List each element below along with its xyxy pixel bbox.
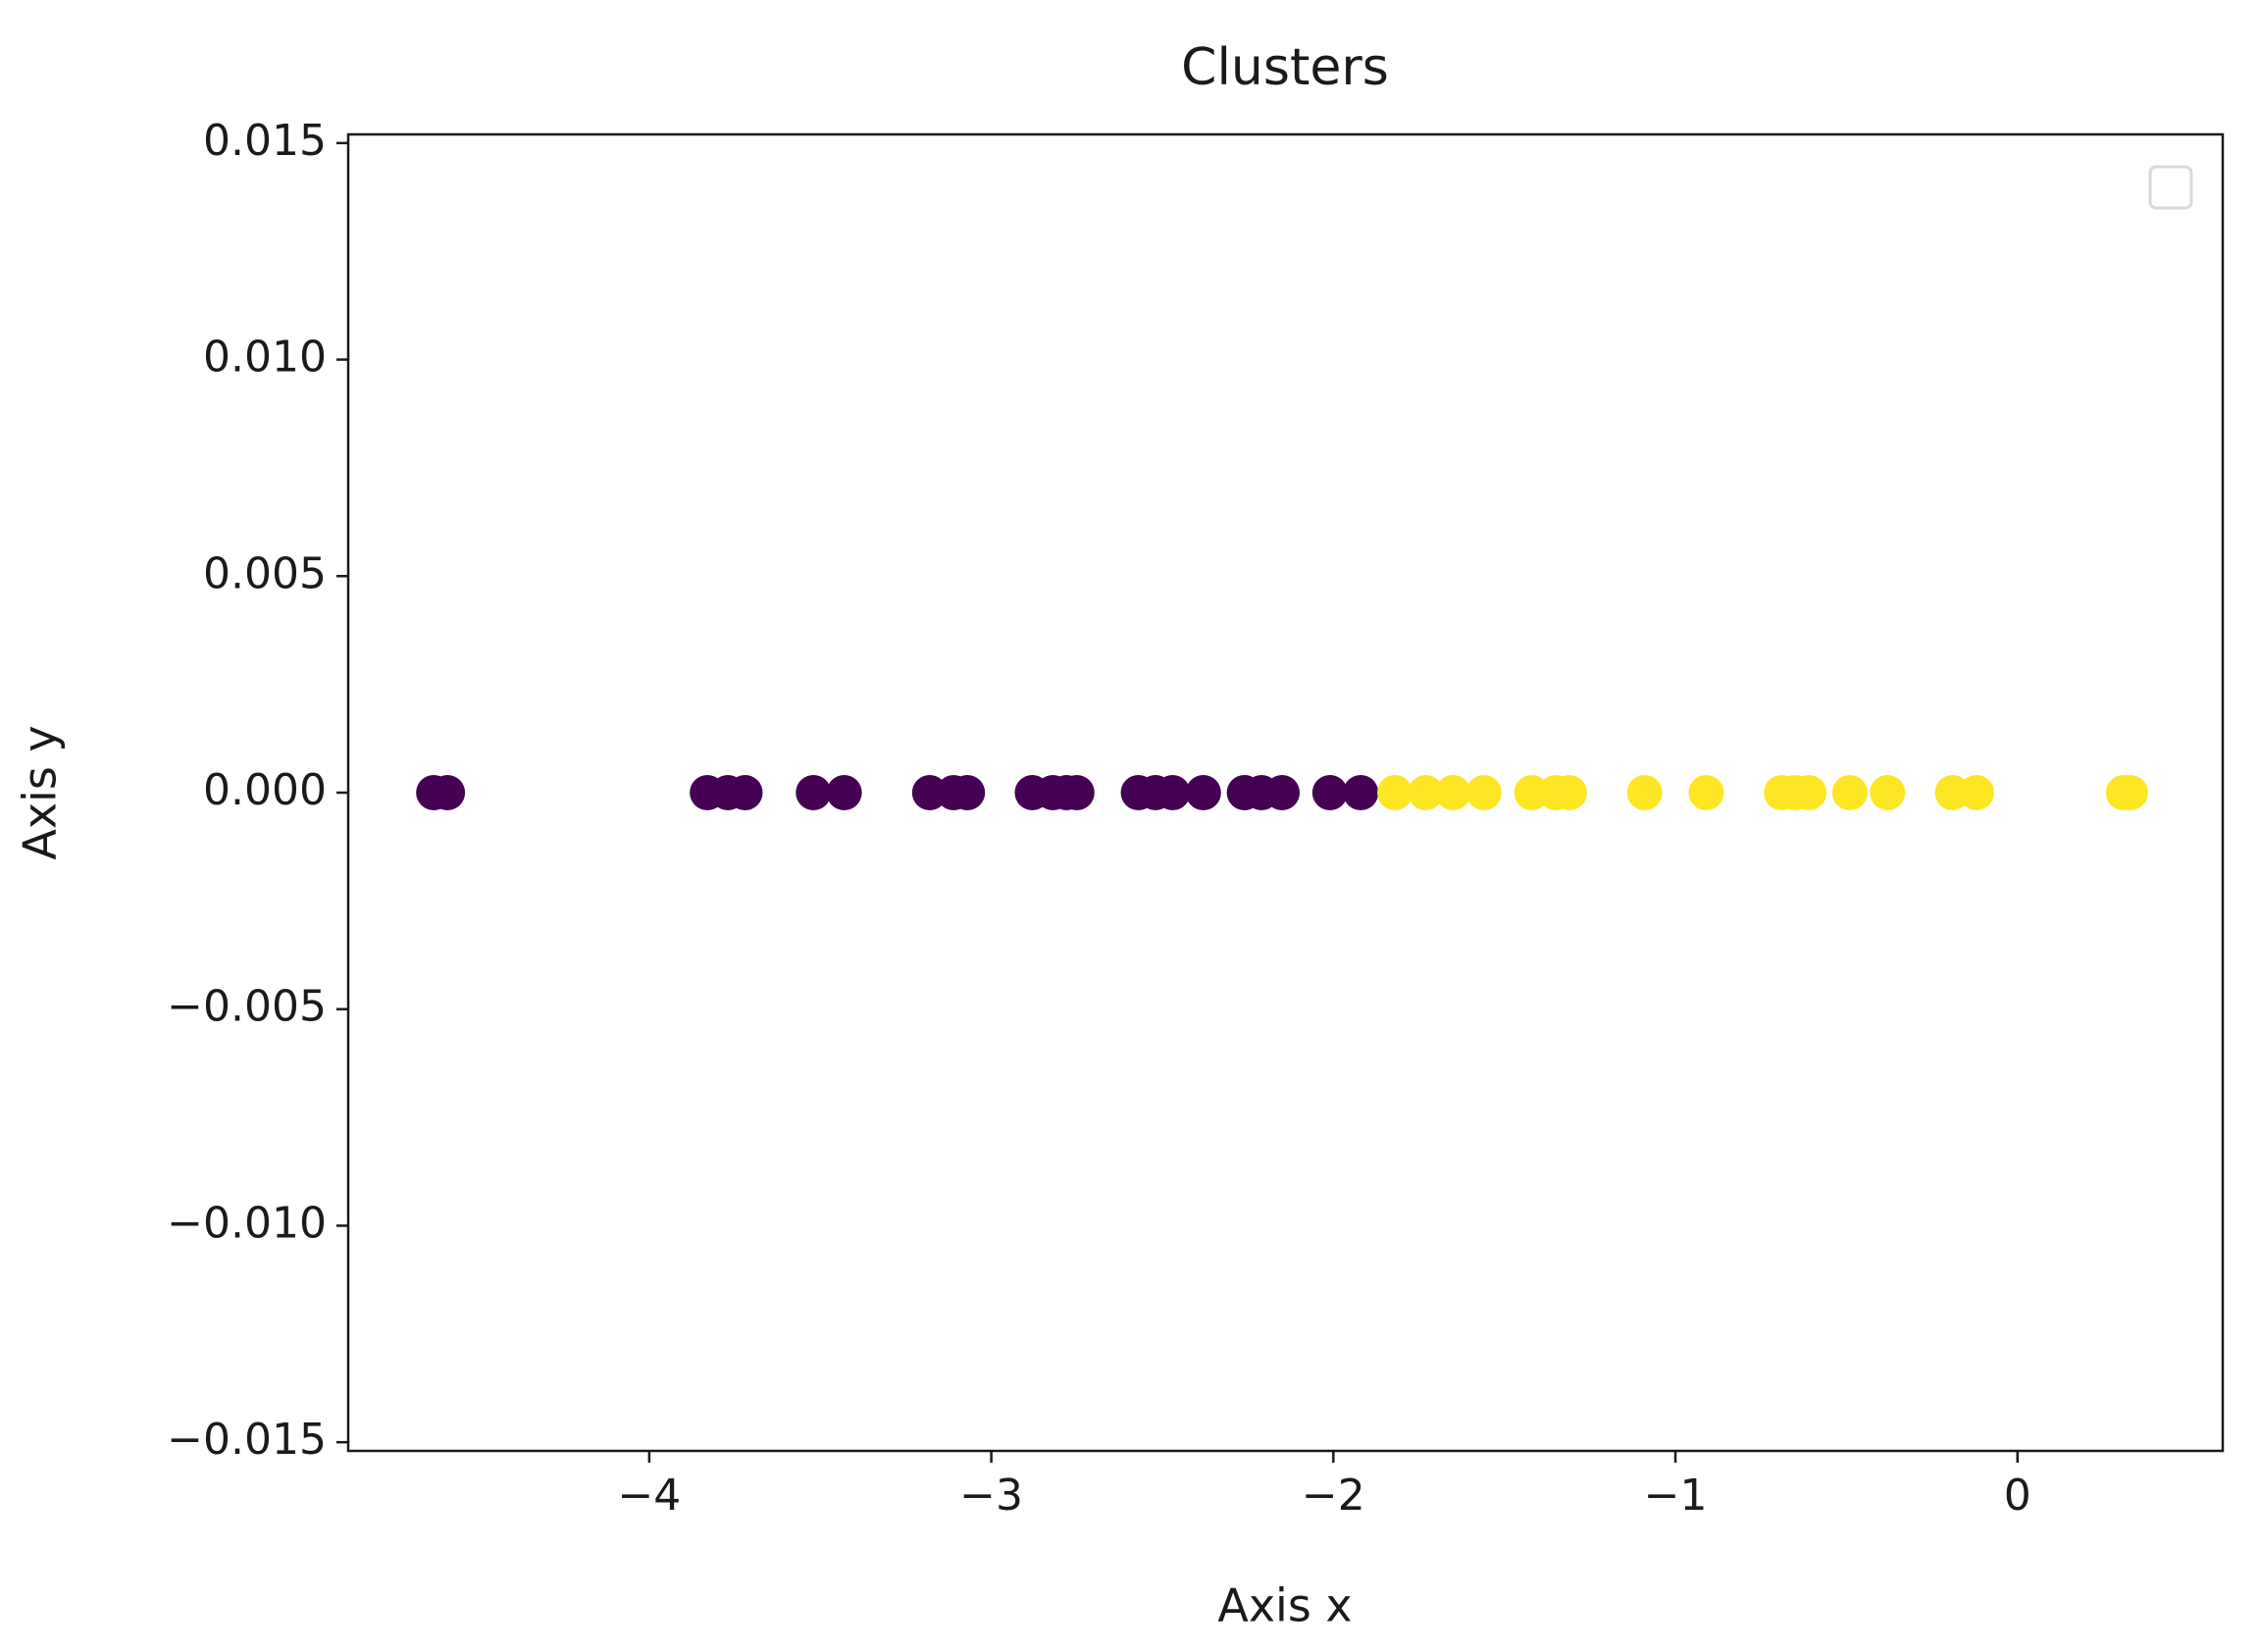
scatter-point (1465, 775, 1502, 810)
scatter-point (1185, 775, 1221, 810)
scatter-point (950, 775, 986, 810)
chart-title: Clusters (1181, 38, 1389, 97)
y-tick-label: 0.000 (203, 765, 327, 815)
scatter-point (1311, 775, 1348, 810)
scatter-point (1435, 775, 1471, 810)
scatter-point (1264, 775, 1301, 810)
scatter-point (1343, 775, 1379, 810)
scatter-point (826, 775, 862, 810)
x-tick-label: −1 (1644, 1471, 1708, 1521)
scatter-point (727, 775, 763, 810)
y-axis-label: Axis y (14, 725, 67, 859)
scatter-point (1791, 775, 1827, 810)
y-tick-label: 0.015 (203, 116, 327, 166)
y-tick-label: −0.015 (167, 1415, 327, 1465)
legend-box (2148, 165, 2193, 210)
y-tick-label: 0.010 (203, 333, 327, 383)
scatter-point (1058, 775, 1095, 810)
scatter-point (1626, 775, 1663, 810)
x-tick-label: −4 (617, 1471, 681, 1521)
scatter-point (430, 775, 466, 810)
scatter-point (1408, 775, 1444, 810)
scatter-point (1155, 775, 1191, 810)
x-tick-label: −3 (959, 1471, 1023, 1521)
x-tick-label: 0 (2004, 1471, 2031, 1521)
scatter-point (796, 775, 832, 810)
plot-area (416, 775, 2148, 810)
scatter-point (1551, 775, 1587, 810)
scatter-point (2112, 775, 2148, 810)
scatter-point (1831, 775, 1868, 810)
y-tick-label: −0.010 (167, 1198, 327, 1248)
y-tick-label: −0.005 (167, 982, 327, 1032)
scatter-point (1870, 775, 1906, 810)
scatter-point (1958, 775, 1994, 810)
y-tick-label: 0.005 (203, 548, 327, 598)
scatter-point (1688, 775, 1724, 810)
x-axis-label: Axis x (1217, 1579, 1352, 1632)
x-tick-label: −2 (1302, 1471, 1365, 1521)
scatter-point (1377, 775, 1413, 810)
